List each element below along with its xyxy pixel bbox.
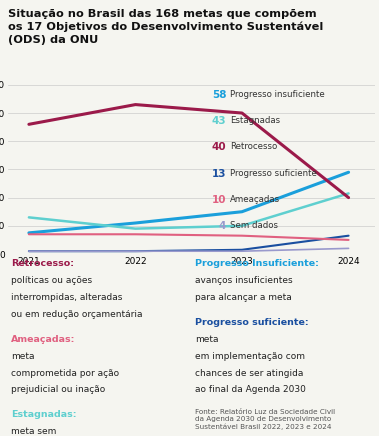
Text: meta: meta [195,335,219,344]
Text: Fonte: Relatório Luz da Sociedade Civil
da Agenda 2030 de Desenvolvimento
Susten: Fonte: Relatório Luz da Sociedade Civil … [195,409,335,430]
Text: chances de ser atingida: chances de ser atingida [195,368,304,378]
Text: Ameaçadas:: Ameaçadas: [11,335,76,344]
Text: Situação no Brasil das 168 metas que compõem
os 17 Objetivos do Desenvolvimento : Situação no Brasil das 168 metas que com… [8,9,323,45]
Text: 58: 58 [212,90,226,100]
Text: Progresso suficiente: Progresso suficiente [230,169,317,177]
Text: 43: 43 [212,116,226,126]
Text: Sem dados: Sem dados [230,221,278,230]
Text: ao final da Agenda 2030: ao final da Agenda 2030 [195,385,306,395]
Text: meta sem: meta sem [11,427,56,436]
Text: Ameaçadas: Ameaçadas [230,195,280,204]
Text: 10: 10 [212,195,226,205]
Text: Retrocesso:: Retrocesso: [11,259,74,268]
Text: para alcançar a meta: para alcançar a meta [195,293,292,302]
Text: Estagnadas:: Estagnadas: [11,410,77,419]
Text: políticas ou ações: políticas ou ações [11,276,92,285]
Text: 40: 40 [212,143,226,152]
Text: meta: meta [11,352,35,361]
Text: Progresso suficiente:: Progresso suficiente: [195,318,309,327]
Text: em implementação com: em implementação com [195,352,305,361]
Text: avanços insuficientes: avanços insuficientes [195,276,293,285]
Text: ou em redução orçamentária: ou em redução orçamentária [11,310,143,319]
Text: Progresso insuficiente: Progresso insuficiente [230,90,325,99]
Text: 4: 4 [219,221,226,231]
Text: interrompidas, alteradas: interrompidas, alteradas [11,293,123,302]
Text: comprometida por ação: comprometida por ação [11,368,119,378]
Text: Estagnadas: Estagnadas [230,116,280,125]
Text: Progresso Insuficiente:: Progresso Insuficiente: [195,259,319,268]
Text: Retrocesso: Retrocesso [230,143,277,151]
Text: prejudicial ou inação: prejudicial ou inação [11,385,105,395]
Text: 13: 13 [212,169,226,179]
